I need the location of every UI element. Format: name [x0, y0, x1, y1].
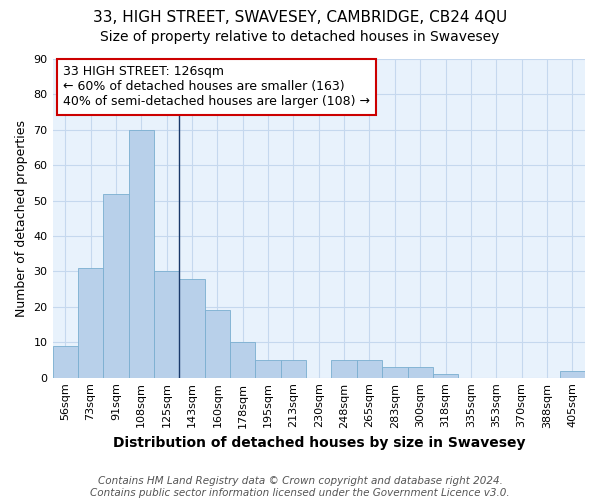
- Bar: [205, 310, 230, 378]
- Bar: [281, 360, 306, 378]
- Bar: [560, 370, 585, 378]
- Bar: [407, 367, 433, 378]
- Bar: [331, 360, 357, 378]
- Bar: [154, 272, 179, 378]
- Bar: [256, 360, 281, 378]
- Text: 33, HIGH STREET, SWAVESEY, CAMBRIDGE, CB24 4QU: 33, HIGH STREET, SWAVESEY, CAMBRIDGE, CB…: [93, 10, 507, 25]
- Bar: [433, 374, 458, 378]
- Text: 33 HIGH STREET: 126sqm
← 60% of detached houses are smaller (163)
40% of semi-de: 33 HIGH STREET: 126sqm ← 60% of detached…: [63, 66, 370, 108]
- Bar: [382, 367, 407, 378]
- Bar: [103, 194, 128, 378]
- Bar: [128, 130, 154, 378]
- Bar: [53, 346, 78, 378]
- Y-axis label: Number of detached properties: Number of detached properties: [15, 120, 28, 317]
- Bar: [179, 278, 205, 378]
- Bar: [357, 360, 382, 378]
- Bar: [230, 342, 256, 378]
- Bar: [78, 268, 103, 378]
- X-axis label: Distribution of detached houses by size in Swavesey: Distribution of detached houses by size …: [113, 436, 525, 450]
- Text: Contains HM Land Registry data © Crown copyright and database right 2024.
Contai: Contains HM Land Registry data © Crown c…: [90, 476, 510, 498]
- Text: Size of property relative to detached houses in Swavesey: Size of property relative to detached ho…: [100, 30, 500, 44]
